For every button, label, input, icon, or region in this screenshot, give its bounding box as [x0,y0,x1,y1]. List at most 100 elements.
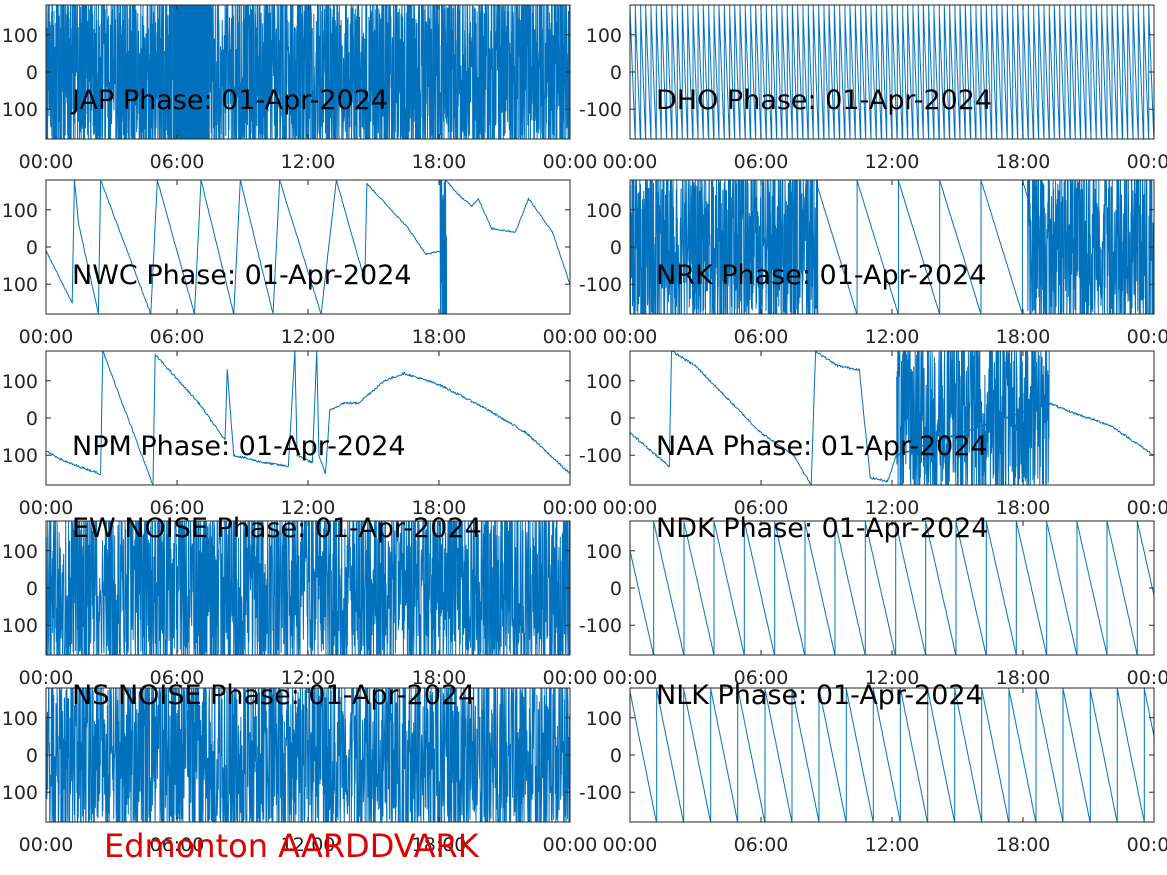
y-tick-label: 100 [2,445,38,467]
axes-box [629,350,1155,486]
x-tick-label: 06:00 [734,326,789,348]
phase-band [172,5,210,139]
x-tick-label: 18:00 [996,497,1051,519]
x-tick-label: 00:00 [603,497,658,519]
x-tick-label: 18:00 [996,667,1051,689]
series-group [46,351,570,485]
y-tick-label: 100 [2,274,38,296]
series-group [630,688,1154,822]
x-tick-label: 00:00 [543,326,598,348]
axes-box [45,179,571,315]
x-tick-label: 12:00 [865,326,920,348]
axes-box [45,350,571,486]
series-group [630,5,1154,139]
subplot-4: 100 0 -100 00:00 06:00 12:00 18:00 00:00 NRK Pha… [579,179,1167,348]
panel-title: NDK Phase: 01-Apr-2024 [656,513,989,544]
subplot-8: 100 0 -100 00:00 06:00 12:00 18:00 00:00 NDK Pha… [579,513,1167,689]
y-tick-label: -100 [579,99,622,121]
x-tick-label: 00:00 [543,667,598,689]
subplot-10: 100 0 -100 00:00 06:00 12:00 18:00 00:00 NLK Pha… [579,680,1167,856]
x-tick-label: 00:00 [603,667,658,689]
y-tick-label: -100 [579,615,622,637]
y-tick-label: -100 [579,782,622,804]
x-tick-label: 12:00 [865,497,920,519]
phase-series [1027,180,1154,314]
series-group [630,180,1154,314]
station-label: Edmonton AARDDVARK [104,827,479,865]
x-tick-label: 18:00 [412,497,467,519]
y-tick-label: -100 [579,445,622,467]
x-tick-label: 00:00 [19,497,74,519]
y-tick-label: 100 [2,99,38,121]
panel-title: JAP Phase: 01-Apr-2024 [70,85,388,116]
y-tick-label: 0 [26,578,38,600]
x-tick-label: 00:00 [19,834,74,856]
panel-title: NWC Phase: 01-Apr-2024 [72,260,412,291]
y-tick-label: 100 [2,541,38,563]
x-tick-label: 00:00 [603,151,658,173]
x-tick-label: 00:00 [603,834,658,856]
y-tick-label: 100 [2,25,38,47]
y-tick-label: 0 [26,408,38,430]
x-tick-label: 06:00 [150,326,205,348]
x-tick-label: 00:00 [1127,497,1167,519]
phase-series [630,688,1154,822]
panel-title: EW NOISE Phase: 01-Apr-2024 [72,513,482,544]
x-tick-label: 00:00 [19,326,74,348]
y-tick-label: 0 [610,578,622,600]
x-tick-label: 06:00 [734,667,789,689]
subplot-3: 100 0 100 00:00 06:00 12:00 18:00 00:00 NWC Phas… [2,179,598,348]
x-tick-label: 00:00 [1127,326,1167,348]
panel-title: NAA Phase: 01-Apr-2024 [656,431,988,462]
y-tick-label: 0 [26,62,38,84]
x-tick-label: 12:00 [865,834,920,856]
phase-series [630,5,1154,139]
series-group [630,521,1154,655]
x-tick-label: 00:00 [543,497,598,519]
x-tick-label: 12:00 [865,151,920,173]
y-tick-label: 100 [586,708,622,730]
y-tick-label: 100 [586,25,622,47]
subplot-5: 100 0 100 00:00 06:00 12:00 18:00 00:00 NPM Phas… [2,350,598,519]
x-tick-label: 00:00 [543,151,598,173]
series-group [46,688,570,822]
panel-title: NS NOISE Phase: 01-Apr-2024 [72,680,475,711]
x-tick-label: 18:00 [996,151,1051,173]
x-tick-label: 00:00 [1127,834,1167,856]
phase-series [895,351,1050,485]
phase-series [439,180,448,314]
panel-title: NPM Phase: 01-Apr-2024 [72,431,406,462]
x-tick-label: 06:00 [734,151,789,173]
x-tick-label: 12:00 [281,326,336,348]
y-tick-label: 0 [610,408,622,430]
y-tick-label: 100 [2,371,38,393]
series-group [46,521,570,655]
x-tick-label: 06:00 [150,834,205,856]
y-tick-label: 0 [26,237,38,259]
phase-series [46,521,570,655]
y-tick-label: 100 [586,200,622,222]
y-tick-label: 100 [586,541,622,563]
x-tick-label: 06:00 [150,667,205,689]
series-group [630,351,1154,485]
x-tick-label: 12:00 [865,667,920,689]
x-tick-label: 00:00 [543,834,598,856]
phase-series [46,180,570,314]
phase-series [46,351,570,485]
x-tick-label: 18:00 [412,834,467,856]
y-tick-label: 100 [2,615,38,637]
panel-title: NRK Phase: 01-Apr-2024 [656,260,987,291]
panel-title: DHO Phase: 01-Apr-2024 [656,85,992,116]
x-tick-label: 18:00 [412,151,467,173]
phase-series [46,5,174,139]
series-group [46,5,570,139]
phase-series [46,688,570,822]
x-tick-label: 00:00 [603,326,658,348]
x-tick-label: 00:00 [1127,151,1167,173]
series-group [46,180,570,314]
subplot-6: 100 0 -100 00:00 06:00 12:00 18:00 00:00 NAA Pha… [579,350,1167,519]
x-tick-label: 18:00 [412,326,467,348]
y-tick-label: 0 [26,745,38,767]
x-tick-label: 12:00 [281,151,336,173]
